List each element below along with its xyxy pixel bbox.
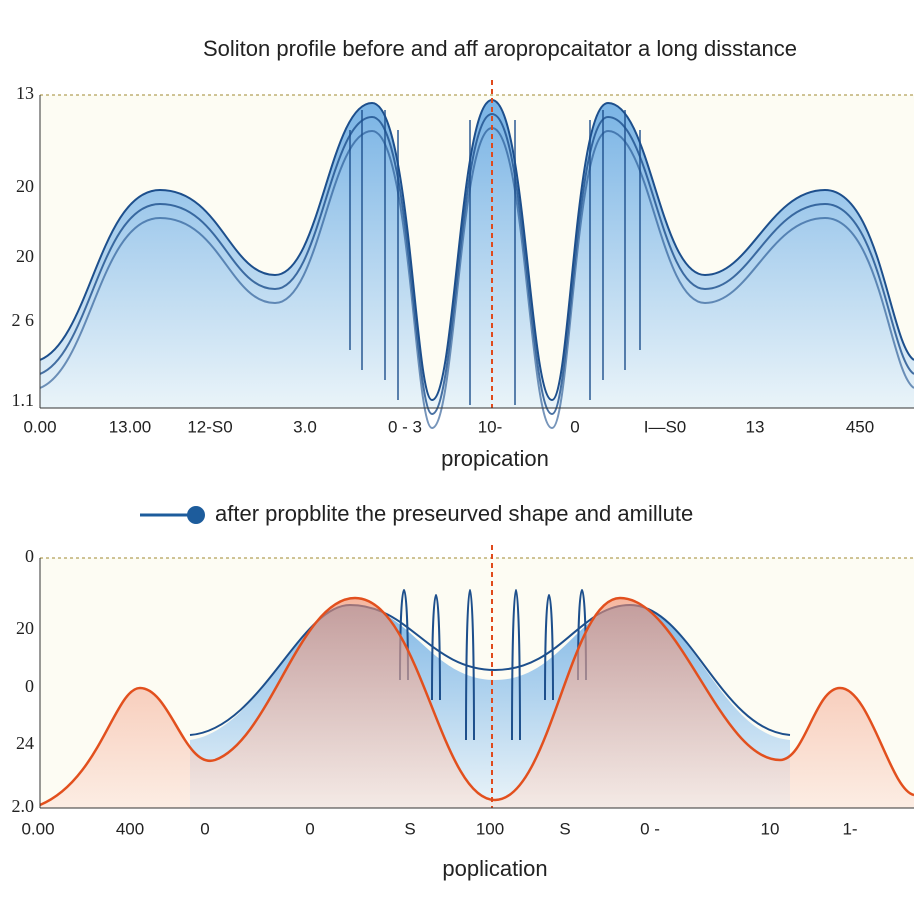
x-tick-label: 10 [761,819,780,838]
y-tick-label: 2 6 [12,310,35,330]
x-tick-label: 400 [116,819,144,838]
x-tick-label: 0 - [640,819,660,838]
profile-line [39,112,914,416]
legend-label: after propblite the preseurved shape and… [215,501,693,526]
x-tick-label: 450 [846,417,874,436]
y-tick-label: 2.0 [12,796,35,816]
x-tick-label: 0 [200,819,209,838]
x-tick-label: 13 [746,417,765,436]
x-tick-label: I—S0 [644,417,687,436]
y-tick-label: 0 [25,546,34,566]
x-tick-label: 0 [570,417,579,436]
y-tick-label: 1.1 [12,390,35,410]
x-tick-label: 13.00 [109,417,152,436]
before-line [39,596,914,807]
x-tick-label: 10- [478,417,503,436]
x-tick-label: 12-S0 [187,417,232,436]
x-tick-label: 0.00 [21,819,54,838]
x-tick-label: 3.0 [293,417,317,436]
x-tick-label: 1- [842,819,857,838]
x-axis-label: poplication [442,856,547,881]
legend-marker [187,506,205,524]
y-tick-label: 20 [16,176,34,196]
x-tick-label: S [559,819,570,838]
x-tick-label: 100 [476,819,504,838]
after-spikes [399,589,587,741]
y-tick-label: 20 [16,618,34,638]
profile-fill [40,100,914,408]
x-axis-label: propication [441,446,549,471]
x-tick-label: 0 - 3 [388,417,422,436]
profile-strands [349,110,641,405]
after-line [189,603,791,736]
x-tick-label: S [404,819,415,838]
y-tick-label: 24 [16,733,34,753]
y-tick-label: 0 [25,676,34,696]
before-fill [40,598,914,808]
x-tick-label: 0.00 [23,417,56,436]
title: Soliton profile before and aff aropropca… [203,36,797,61]
y-tick-label: 20 [16,246,34,266]
y-tick-label: 13 [16,83,34,103]
x-tick-label: 0 [305,819,314,838]
